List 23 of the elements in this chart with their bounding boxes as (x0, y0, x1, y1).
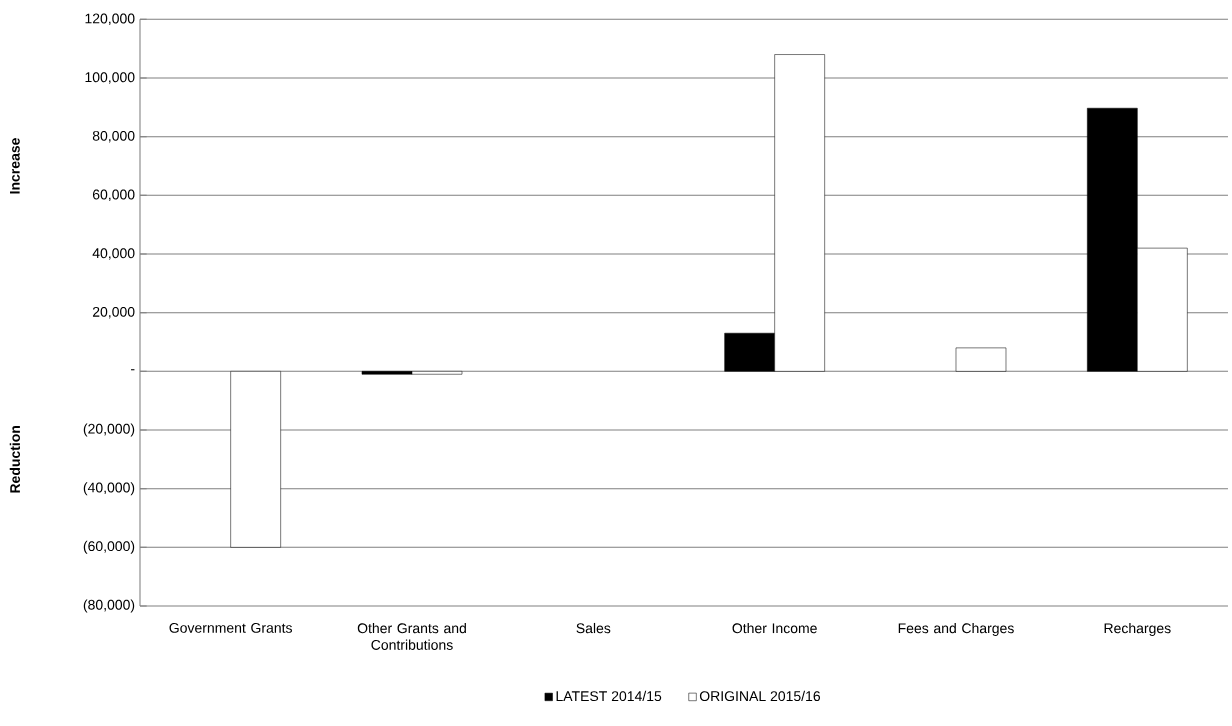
legend-label: LATEST 2014/15 (556, 690, 662, 702)
y-tick-label: 80,000 (92, 130, 135, 143)
legend-label: ORIGINAL 2015/16 (699, 690, 821, 702)
x-tick-label: Government Grants (169, 622, 292, 633)
y-tick-label: (80,000) (83, 599, 135, 613)
y-tick-label: 20,000 (92, 306, 135, 319)
bar (955, 347, 1007, 372)
y-tick-label: - (131, 369, 135, 371)
x-tick-label: Fees and Charges (898, 622, 1014, 636)
y-tick-label: 60,000 (92, 189, 135, 202)
y-tick-label: (20,000) (83, 423, 135, 437)
y-tick-label: (40,000) (83, 482, 135, 496)
x-tick-label: Sales (576, 622, 611, 634)
y-tick-label: (60,000) (83, 540, 135, 554)
y-tick-label: 100,000 (85, 72, 135, 84)
y-axis-title: Increase (10, 138, 20, 194)
y-tick-label: 120,000 (85, 13, 135, 26)
x-tick-label: Recharges (1104, 622, 1171, 636)
x-tick-label: Other Grants and Contributions (357, 622, 466, 650)
bar (230, 371, 281, 548)
x-tick-label: Other Income (732, 622, 817, 634)
text: Reduction (9, 425, 21, 493)
y-tick-label: 40,000 (92, 248, 135, 260)
